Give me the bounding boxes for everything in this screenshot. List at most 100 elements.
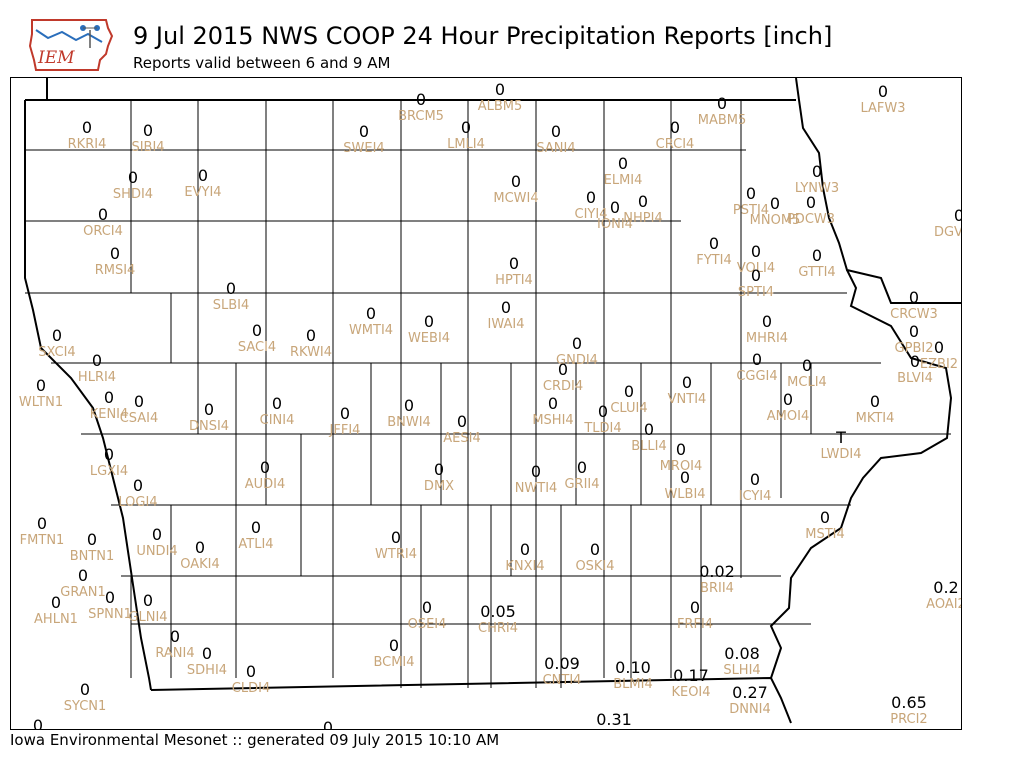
precip-value: 0	[623, 382, 635, 401]
station-id: CLUI4	[610, 401, 648, 416]
station-id: FYTI4	[696, 253, 732, 268]
station-id: KNXI4	[505, 559, 545, 574]
station-clui4: 0 CLUI4	[610, 382, 648, 416]
precip-value: 0	[339, 404, 351, 423]
station-swei4: 0 SWEI4	[343, 124, 384, 156]
station-wtri4: 0 WTRI4	[375, 530, 417, 562]
precip-value: 0.09	[544, 654, 580, 673]
precip-value: 0.17	[673, 666, 709, 685]
station-elmi4: 0 ELMI4	[603, 156, 643, 188]
station-id: NWTI4	[514, 481, 558, 496]
precip-value: 0	[819, 508, 831, 527]
precip-value: 0	[500, 298, 512, 317]
precip-value: 0	[103, 388, 115, 407]
station-id: PRCI2	[890, 712, 928, 727]
station-id: MNOM5	[749, 213, 801, 228]
station-mnom5: 0 MNOM5	[749, 196, 801, 228]
station-id: WLTN1	[18, 395, 64, 410]
station-id: IONI4	[597, 217, 633, 232]
precip-value: 0	[203, 400, 215, 419]
station-id: JFFI4	[329, 423, 361, 438]
station-id: BLMI4	[613, 677, 653, 692]
station-id: CLDI4	[231, 681, 271, 696]
station-id: ORCI4	[83, 224, 123, 239]
station-id: GPBI2	[894, 341, 934, 356]
precip-value: 0	[35, 376, 47, 395]
precip-value: 0	[97, 205, 109, 224]
station-mcwi4: 0 MCWI4	[493, 174, 538, 206]
station-voli4: 0 VOLI4	[737, 242, 775, 276]
precip-value: 0	[675, 440, 687, 459]
logo-text: IEM	[37, 48, 75, 68]
station-hpti4: 0 HPTI4	[495, 256, 533, 288]
precip-value: 0	[530, 462, 542, 481]
station-cldi4: 0 CLDI4	[231, 664, 271, 696]
station-sdhi4: 0 SDHI4	[187, 646, 227, 678]
station-id: BRII4	[700, 581, 734, 596]
precip-value: 0	[637, 192, 649, 211]
station-id: ICYI4	[738, 489, 772, 504]
station-id: TLDI4	[584, 421, 622, 436]
station-nwti4: 0 NWTI4	[514, 462, 558, 496]
station-id: RKWI4	[289, 345, 333, 360]
station-id: MABM5	[697, 113, 747, 128]
precip-value: 0	[749, 470, 761, 489]
precip-value: 0	[77, 566, 89, 585]
station-id: CNTI4	[542, 673, 582, 688]
station-id: ELMI4	[603, 173, 643, 188]
station-id: KEOI4	[671, 685, 711, 700]
station-id: AESI4	[443, 431, 481, 446]
precip-value: 0	[869, 392, 881, 411]
station-rkwi4: 0 RKWI4	[289, 328, 333, 360]
station-id: WLBI4	[664, 487, 706, 502]
precip-value: 0	[576, 458, 588, 477]
precip-value: 0	[750, 242, 762, 261]
station-id: BNWI4	[387, 415, 431, 430]
station-saci4: 0 SACI4	[237, 323, 277, 355]
station-id: VNTI4	[667, 392, 707, 407]
precip-value: 0	[716, 94, 728, 113]
precip-value: 0	[589, 540, 601, 559]
station-fmtn1: 0 FMTN1	[19, 516, 65, 548]
precip-value: 0.08	[724, 644, 760, 663]
precip-value: 0	[127, 168, 139, 187]
station-tldi4: 0 TLDI4	[584, 404, 622, 436]
station-cini4: 0 CINI4	[259, 396, 295, 428]
station-id: LGXI4	[89, 464, 129, 479]
station-id: UNDI4	[136, 544, 178, 559]
station-id: BCMI4	[373, 655, 415, 670]
station-id: FMTN1	[19, 533, 65, 548]
station-bcmi4: 0 BCMI4	[373, 638, 415, 670]
station-chri4: 0.05 CHRI4	[478, 604, 518, 636]
station-sxci4: 0 SXCI4	[38, 328, 75, 360]
station-id: CIYI4	[574, 207, 608, 222]
station-id: SACI4	[237, 340, 277, 355]
station-mabm5: 0 MABM5	[697, 94, 747, 128]
precip-value: 0	[456, 412, 468, 431]
station-rmsi4: 0 RMSI4	[95, 246, 136, 278]
precip-value: 0	[421, 598, 433, 617]
station-jffi4: 0 JFFI4	[329, 404, 361, 438]
station-icyi4: 0 ICYI4	[738, 470, 772, 504]
station-dnsi4: 0 DNSI4	[189, 400, 229, 434]
station-id: CINI4	[259, 413, 295, 428]
station-lynw3: 0 LYNW3	[795, 164, 839, 196]
precip-value: 0.31	[596, 710, 632, 729]
precip-value: 0	[751, 350, 763, 369]
station-glni4: 0 GLNI4	[128, 593, 168, 625]
station-audi4: 0 AUDI4	[245, 460, 286, 492]
station-keni4: 0 KENI4	[90, 388, 129, 422]
precip-value: 0	[708, 234, 720, 253]
station-id: BLVI4	[897, 371, 933, 386]
precip-value: 0	[934, 208, 961, 224]
station-amoi4: 0 AMOI4	[767, 392, 809, 424]
station-id: SHDI4	[112, 187, 154, 202]
precip-value: 0	[519, 540, 531, 559]
precip-value: 0	[745, 184, 757, 203]
station-id: GLNI4	[128, 610, 168, 625]
precip-value: 0	[365, 304, 377, 323]
precip-value: 0	[801, 356, 813, 375]
station-ioni4: 0 IONI4	[597, 200, 633, 232]
station-gndi4: 0 GNDI4	[556, 336, 598, 368]
precip-value: 0.27	[732, 683, 768, 702]
